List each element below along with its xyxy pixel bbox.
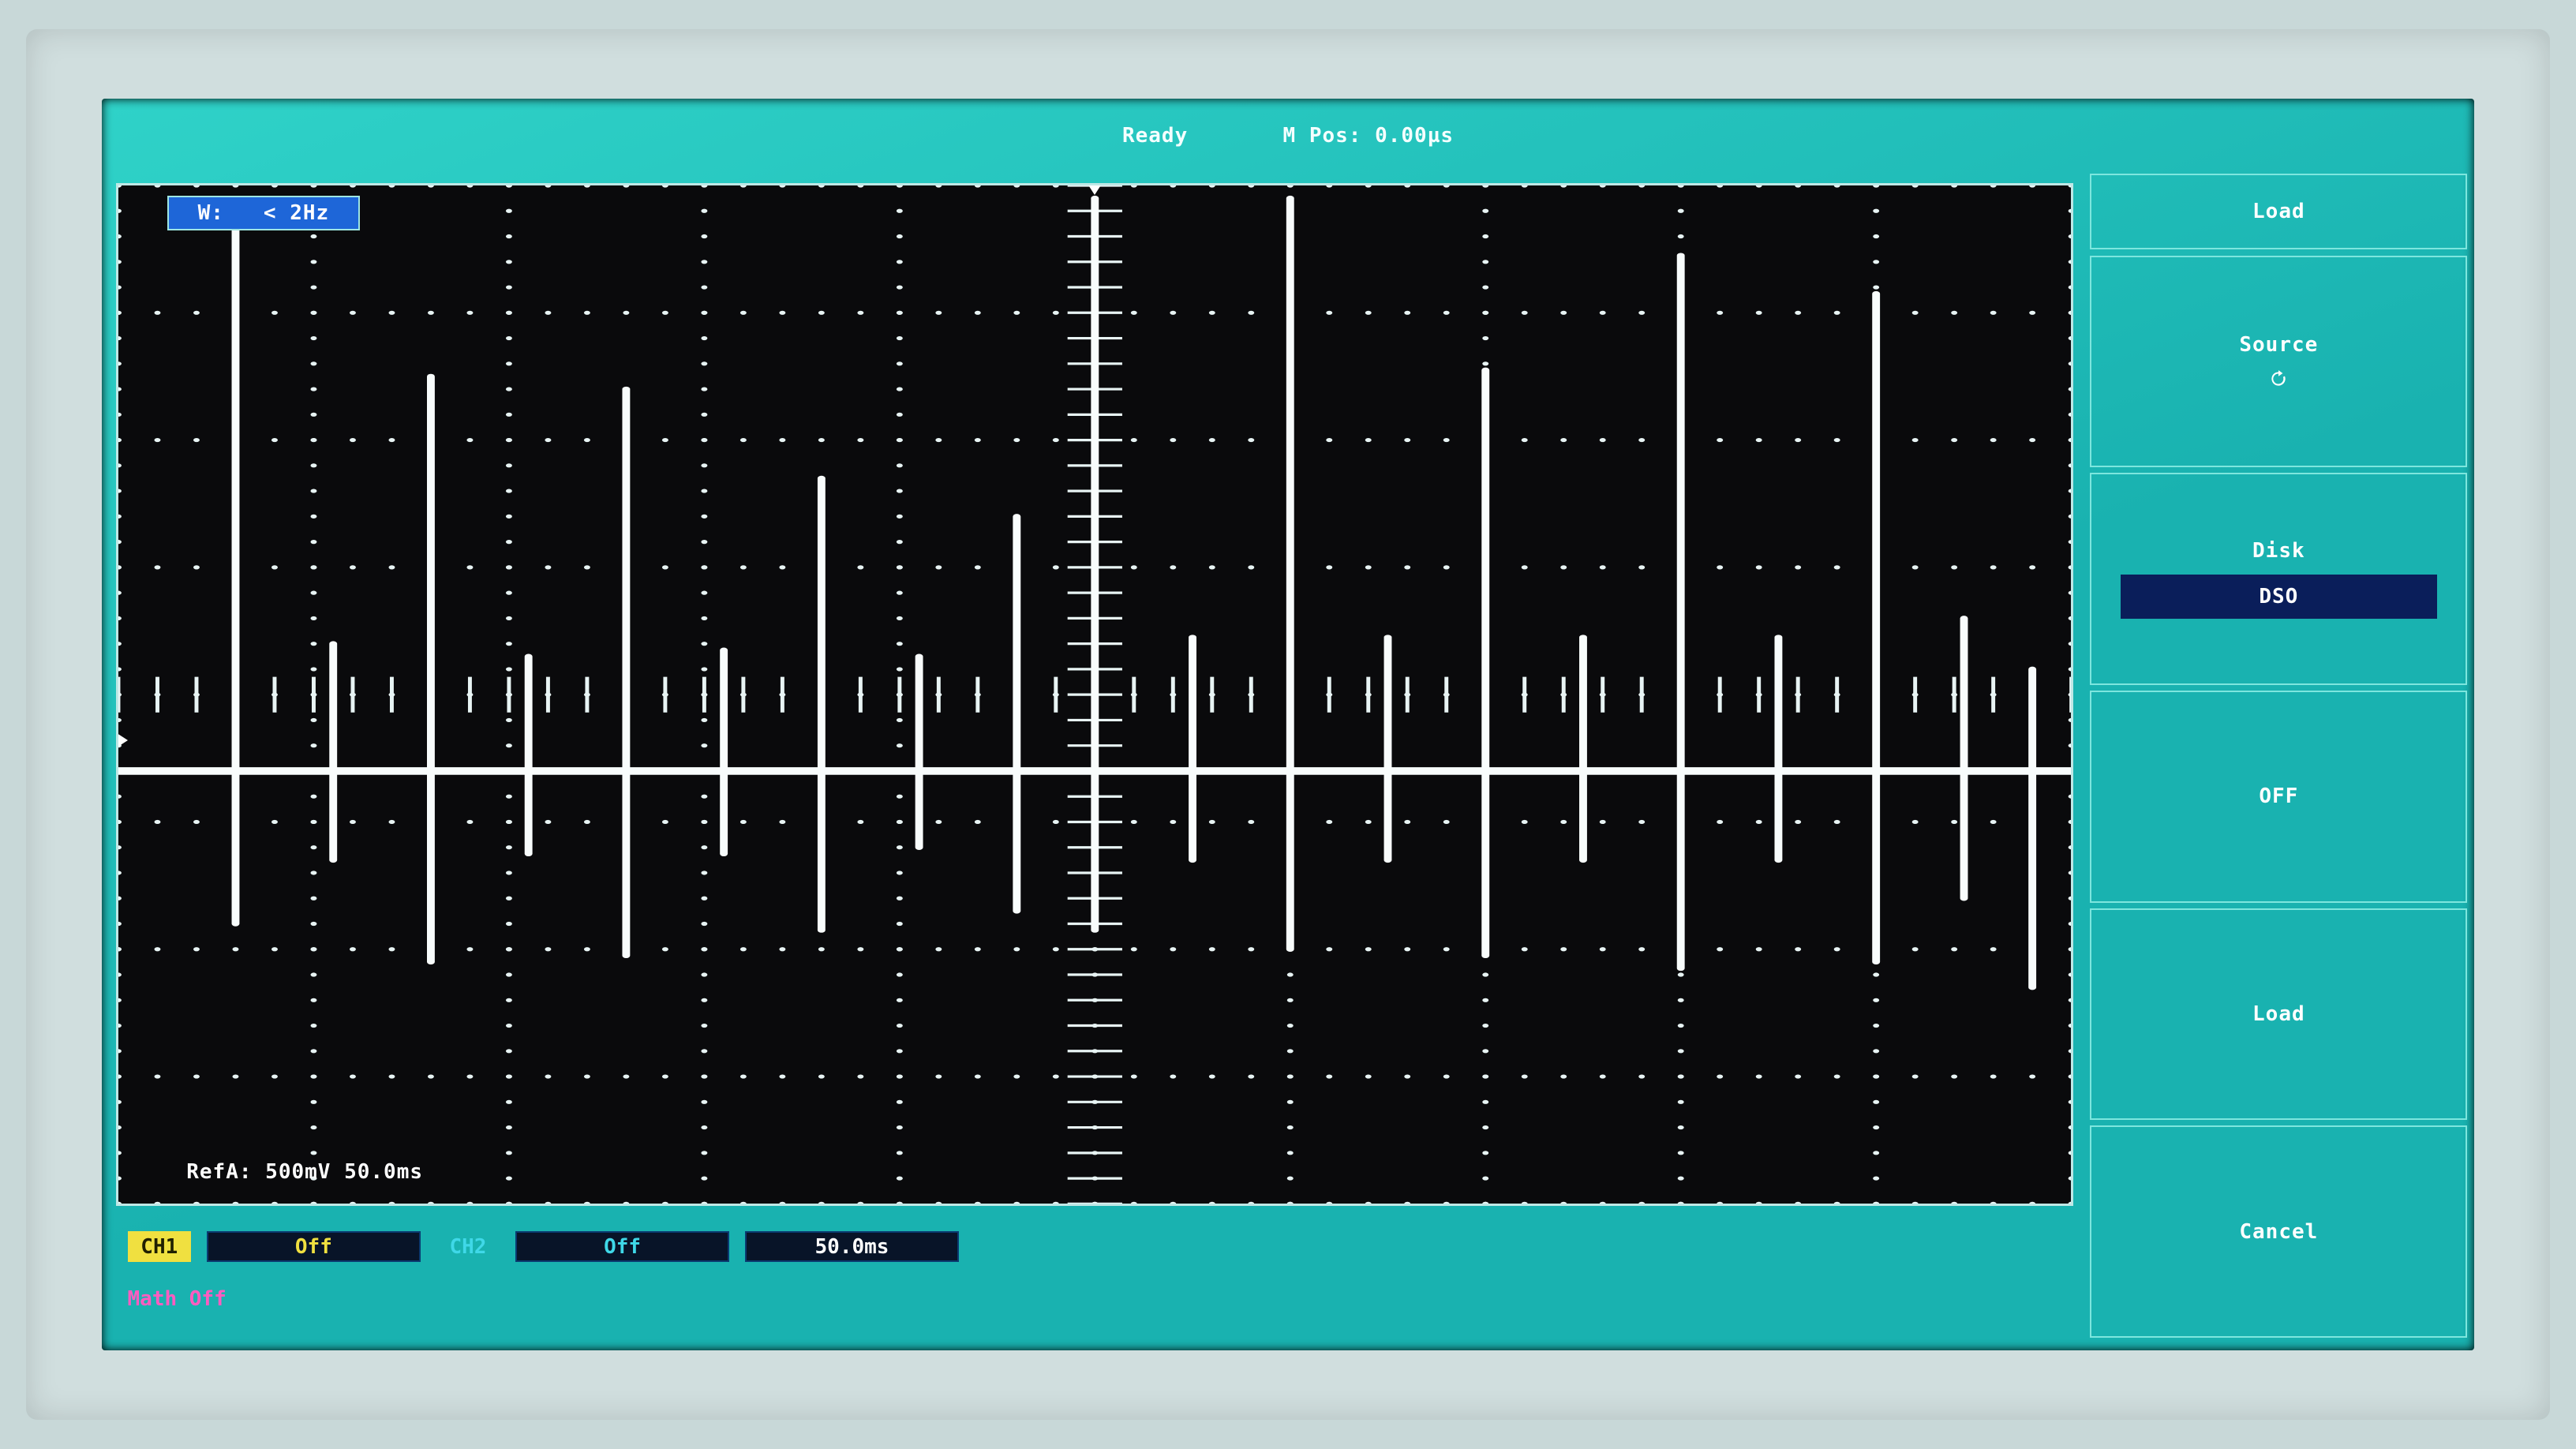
ground-marker-icon (117, 733, 128, 747)
softkey-1[interactable]: Source (2090, 256, 2467, 468)
waveform-trace (235, 198, 2032, 987)
math-status-row: Math Off (116, 1287, 2074, 1346)
math-status: Math Off (128, 1287, 227, 1311)
side-softkey-menu: Load Source Disk DSO OFF Load Cancel (2083, 174, 2474, 1350)
softkey-label: OFF (2259, 784, 2298, 808)
softkey-label: Load (2252, 1002, 2305, 1026)
menu-title: Load (2090, 174, 2467, 249)
main-row: W: < 2Hz RefA: 500mV 50.0ms CH1 Off CH2 … (102, 174, 2475, 1350)
softkey-4[interactable]: Load (2090, 908, 2467, 1121)
oscilloscope-screen: Ready M Pos: 0.00µs W: < 2Hz RefA: 500mV… (102, 99, 2475, 1350)
ch1-value: Off (207, 1231, 421, 1262)
trigger-marker-icon (1088, 184, 1102, 195)
ch2-label: CH2 (436, 1231, 500, 1262)
frequency-label: W: (198, 201, 224, 225)
softkey-5[interactable]: Cancel (2090, 1125, 2467, 1338)
device-bezel: Ready M Pos: 0.00µs W: < 2Hz RefA: 500mV… (26, 29, 2551, 1421)
channel-status-bar: CH1 Off CH2 Off 50.0ms (116, 1206, 2074, 1287)
waveform-column: W: < 2Hz RefA: 500mV 50.0ms CH1 Off CH2 … (102, 174, 2084, 1350)
softkey-2[interactable]: Disk DSO (2090, 473, 2467, 685)
softkey-label: Cancel (2239, 1220, 2318, 1244)
ch1-label: CH1 (128, 1231, 192, 1262)
rotary-knob-icon (2268, 369, 2289, 389)
frequency-value: < 2Hz (264, 201, 329, 225)
softkey-value: DSO (2121, 575, 2437, 620)
acquisition-status: Ready (1122, 124, 1188, 148)
frequency-readout: W: < 2Hz (167, 196, 361, 230)
softkey-label: Disk (2252, 539, 2305, 563)
waveform-graticule: W: < 2Hz RefA: 500mV 50.0ms (116, 183, 2074, 1206)
timebase-value: 50.0ms (745, 1231, 959, 1262)
reference-a-readout: RefA: 500mV 50.0ms (186, 1160, 423, 1184)
softkey-label: Source (2239, 333, 2318, 357)
graticule-svg (118, 185, 2072, 1204)
softkey-3[interactable]: OFF (2090, 691, 2467, 903)
header-bar: Ready M Pos: 0.00µs (102, 99, 2475, 174)
ch2-value: Off (515, 1231, 729, 1262)
trigger-position-readout: M Pos: 0.00µs (1283, 124, 1455, 148)
